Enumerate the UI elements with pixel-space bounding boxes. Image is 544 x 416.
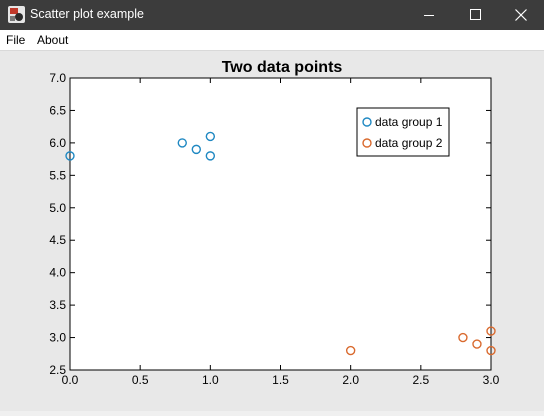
- legend: data group 1 data group 2: [356, 107, 450, 157]
- menu-bar: File About: [0, 30, 544, 51]
- x-tick-label: 0.0: [62, 373, 79, 387]
- y-tick-label: 3.0: [49, 331, 66, 345]
- y-tick-label: 4.5: [49, 233, 66, 247]
- data-point-group-2: [486, 345, 496, 356]
- legend-label-1: data group 1: [375, 115, 443, 129]
- data-points: [65, 131, 496, 356]
- legend-box: [356, 107, 450, 157]
- x-axis: 0.0 0.5 1.0 1.5 2.0 2.5 3.0: [62, 78, 500, 387]
- data-point-group-2: [486, 326, 496, 336]
- close-icon: [515, 9, 527, 21]
- y-tick-label: 5.0: [49, 201, 66, 215]
- data-point-group-2: [345, 345, 356, 356]
- x-tick-label: 3.0: [483, 373, 500, 387]
- x-tick-label: 2.0: [342, 373, 359, 387]
- window-title: Scatter plot example: [30, 7, 144, 21]
- y-tick-label: 6.5: [49, 103, 66, 117]
- window-titlebar[interactable]: Scatter plot example: [0, 0, 544, 30]
- data-point-group-1: [205, 151, 216, 161]
- x-tick-label: 1.0: [202, 373, 219, 387]
- y-axis: 2.5 3.0 3.5 4.0 4.5 5.0 5.5 6.0 6.5 7.0: [49, 71, 491, 377]
- data-point-group-1: [65, 151, 75, 161]
- y-tick-label: 3.5: [49, 298, 66, 312]
- y-tick-label: 7.0: [49, 71, 66, 85]
- java-app-icon: [8, 6, 25, 23]
- x-tick-label: 1.5: [272, 373, 289, 387]
- menu-file[interactable]: File: [6, 33, 26, 47]
- data-point-group-2: [458, 332, 468, 343]
- y-tick-label: 4.0: [49, 266, 66, 280]
- close-button[interactable]: [498, 0, 544, 30]
- menu-about[interactable]: About: [37, 33, 69, 47]
- legend-marker-2: [362, 138, 372, 148]
- y-tick-label: 5.5: [49, 168, 66, 182]
- x-tick-label: 0.5: [132, 373, 149, 387]
- chart-panel: Two data points 0.0 0.5 1.0 1.5 2.0 2.5 3.0 2.…: [0, 51, 544, 411]
- maximize-icon: [470, 9, 481, 20]
- legend-marker-1: [362, 117, 372, 127]
- scatter-chart: Two data points 0.0 0.5 1.0 1.5 2.0 2.5 3.0 2.…: [49, 59, 500, 387]
- minimize-button[interactable]: [406, 0, 452, 30]
- chart-title: Two data points: [222, 59, 343, 76]
- minimize-icon: [424, 15, 434, 16]
- y-tick-label: 6.0: [49, 136, 66, 150]
- y-tick-label: 2.5: [49, 363, 66, 377]
- legend-label-2: data group 2: [375, 136, 443, 150]
- data-point-group-1: [191, 144, 202, 155]
- x-tick-label: 2.5: [412, 373, 429, 387]
- data-point-group-1: [177, 138, 187, 148]
- data-point-group-1: [205, 131, 216, 142]
- maximize-button[interactable]: [452, 0, 498, 30]
- data-point-group-2: [472, 339, 482, 349]
